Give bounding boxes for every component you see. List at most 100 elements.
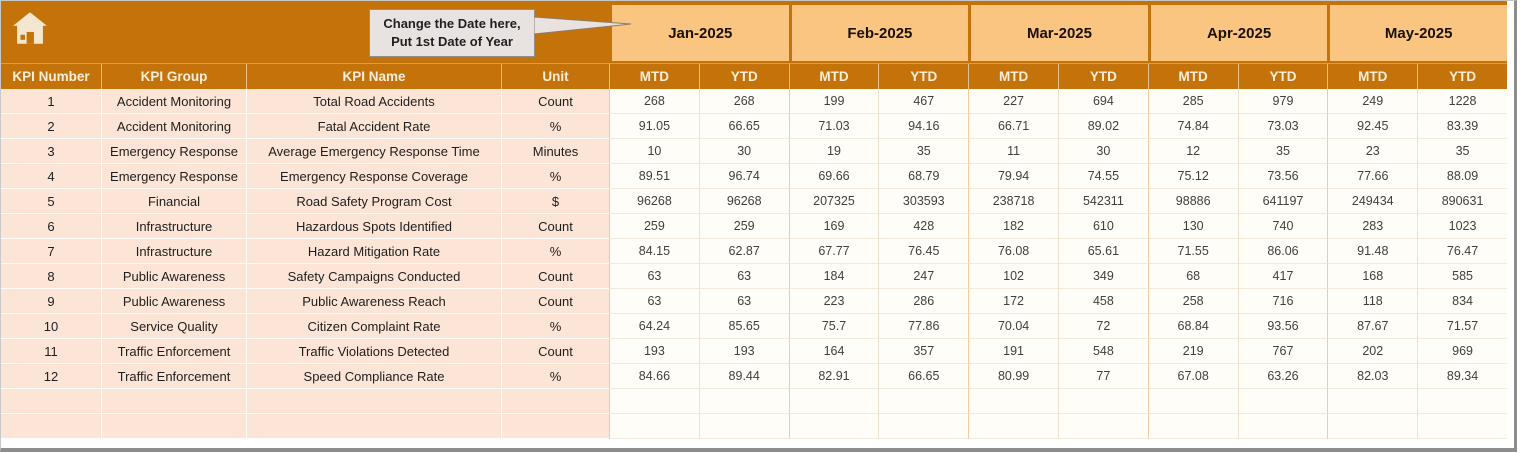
value-cell[interactable]: 77.86 <box>878 314 969 339</box>
kpi-number-cell[interactable]: 4 <box>1 164 101 189</box>
value-cell[interactable]: 349 <box>1057 264 1148 289</box>
value-cell[interactable]: 259 <box>609 214 699 239</box>
kpi-group-cell[interactable]: Accident Monitoring <box>101 89 246 114</box>
unit-cell[interactable]: Minutes <box>501 139 609 164</box>
home-button[interactable] <box>11 11 49 49</box>
unit-cell[interactable]: Count <box>501 264 609 289</box>
kpi-group-cell[interactable]: Traffic Enforcement <box>101 339 246 364</box>
value-cell[interactable]: 69.66 <box>788 164 879 189</box>
value-cell[interactable]: 85.65 <box>698 314 789 339</box>
kpi-number-cell[interactable]: 3 <box>1 139 101 164</box>
month-cell[interactable]: Apr-2025 <box>1150 5 1328 61</box>
value-cell[interactable] <box>1147 414 1238 439</box>
value-cell[interactable]: 30 <box>698 139 789 164</box>
month-cell[interactable]: Feb-2025 <box>791 5 969 61</box>
value-cell[interactable]: 10 <box>609 139 699 164</box>
kpi-group-cell[interactable]: Public Awareness <box>101 264 246 289</box>
kpi-number-cell[interactable] <box>1 389 101 414</box>
value-cell[interactable]: 77 <box>1057 364 1148 389</box>
value-cell[interactable]: 74.84 <box>1147 114 1238 139</box>
kpi-name-cell[interactable]: Fatal Accident Rate <box>246 114 501 139</box>
unit-cell[interactable]: $ <box>501 189 609 214</box>
value-cell[interactable]: 716 <box>1237 289 1328 314</box>
unit-cell[interactable]: % <box>501 164 609 189</box>
kpi-number-cell[interactable]: 6 <box>1 214 101 239</box>
value-cell[interactable] <box>878 389 969 414</box>
kpi-name-cell[interactable]: Emergency Response Coverage <box>246 164 501 189</box>
kpi-number-cell[interactable]: 9 <box>1 289 101 314</box>
value-cell[interactable]: 92.45 <box>1327 114 1418 139</box>
value-cell[interactable]: 80.99 <box>968 364 1058 389</box>
kpi-name-cell[interactable]: Average Emergency Response Time <box>246 139 501 164</box>
value-cell[interactable]: 68 <box>1147 264 1238 289</box>
value-cell[interactable]: 172 <box>968 289 1058 314</box>
value-cell[interactable]: 94.16 <box>878 114 969 139</box>
value-cell[interactable]: 93.56 <box>1237 314 1328 339</box>
value-cell[interactable]: 12 <box>1147 139 1238 164</box>
value-cell[interactable] <box>1327 389 1418 414</box>
value-cell[interactable] <box>1147 389 1238 414</box>
value-cell[interactable] <box>788 389 879 414</box>
unit-cell[interactable] <box>501 389 609 414</box>
value-cell[interactable]: 164 <box>788 339 879 364</box>
kpi-number-cell[interactable]: 11 <box>1 339 101 364</box>
value-cell[interactable]: 96268 <box>698 189 789 214</box>
value-cell[interactable]: 193 <box>698 339 789 364</box>
unit-cell[interactable]: % <box>501 114 609 139</box>
value-cell[interactable]: 91.48 <box>1327 239 1418 264</box>
value-cell[interactable]: 249434 <box>1327 189 1418 214</box>
value-cell[interactable]: 86.06 <box>1237 239 1328 264</box>
month-cell[interactable]: Mar-2025 <box>971 5 1148 61</box>
value-cell[interactable] <box>968 414 1058 439</box>
kpi-name-cell[interactable]: Safety Campaigns Conducted <box>246 264 501 289</box>
value-cell[interactable]: 63.26 <box>1237 364 1328 389</box>
value-cell[interactable] <box>878 414 969 439</box>
value-cell[interactable]: 199 <box>788 89 879 114</box>
value-cell[interactable]: 19 <box>788 139 879 164</box>
kpi-group-cell[interactable]: Emergency Response <box>101 164 246 189</box>
kpi-name-cell[interactable]: Total Road Accidents <box>246 89 501 114</box>
value-cell[interactable]: 82.03 <box>1327 364 1418 389</box>
value-cell[interactable]: 259 <box>698 214 789 239</box>
value-cell[interactable]: 63 <box>609 264 699 289</box>
value-cell[interactable]: 66.71 <box>968 114 1058 139</box>
value-cell[interactable] <box>698 414 789 439</box>
kpi-group-cell[interactable]: Infrastructure <box>101 214 246 239</box>
value-cell[interactable]: 89.02 <box>1057 114 1148 139</box>
value-cell[interactable]: 73.56 <box>1237 164 1328 189</box>
value-cell[interactable]: 88.09 <box>1417 164 1507 189</box>
kpi-number-cell[interactable]: 5 <box>1 189 101 214</box>
value-cell[interactable]: 1228 <box>1417 89 1507 114</box>
unit-cell[interactable] <box>501 414 609 439</box>
value-cell[interactable]: 193 <box>609 339 699 364</box>
value-cell[interactable]: 84.15 <box>609 239 699 264</box>
kpi-number-cell[interactable]: 7 <box>1 239 101 264</box>
value-cell[interactable]: 118 <box>1327 289 1418 314</box>
value-cell[interactable]: 84.66 <box>609 364 699 389</box>
value-cell[interactable]: 77.66 <box>1327 164 1418 189</box>
value-cell[interactable]: 72 <box>1057 314 1148 339</box>
value-cell[interactable]: 67.08 <box>1147 364 1238 389</box>
value-cell[interactable]: 102 <box>968 264 1058 289</box>
value-cell[interactable]: 35 <box>878 139 969 164</box>
value-cell[interactable]: 66.65 <box>698 114 789 139</box>
value-cell[interactable]: 285 <box>1147 89 1238 114</box>
value-cell[interactable]: 979 <box>1237 89 1328 114</box>
value-cell[interactable]: 428 <box>878 214 969 239</box>
value-cell[interactable] <box>1417 389 1507 414</box>
kpi-number-cell[interactable]: 8 <box>1 264 101 289</box>
value-cell[interactable] <box>698 389 789 414</box>
value-cell[interactable]: 417 <box>1237 264 1328 289</box>
unit-cell[interactable]: Count <box>501 214 609 239</box>
unit-cell[interactable]: % <box>501 239 609 264</box>
value-cell[interactable]: 641197 <box>1237 189 1328 214</box>
kpi-group-cell[interactable]: Emergency Response <box>101 139 246 164</box>
value-cell[interactable] <box>788 414 879 439</box>
value-cell[interactable] <box>1237 414 1328 439</box>
kpi-name-cell[interactable]: Public Awareness Reach <box>246 289 501 314</box>
value-cell[interactable]: 11 <box>968 139 1058 164</box>
value-cell[interactable]: 63 <box>609 289 699 314</box>
value-cell[interactable]: 98886 <box>1147 189 1238 214</box>
value-cell[interactable]: 238718 <box>968 189 1058 214</box>
value-cell[interactable]: 357 <box>878 339 969 364</box>
